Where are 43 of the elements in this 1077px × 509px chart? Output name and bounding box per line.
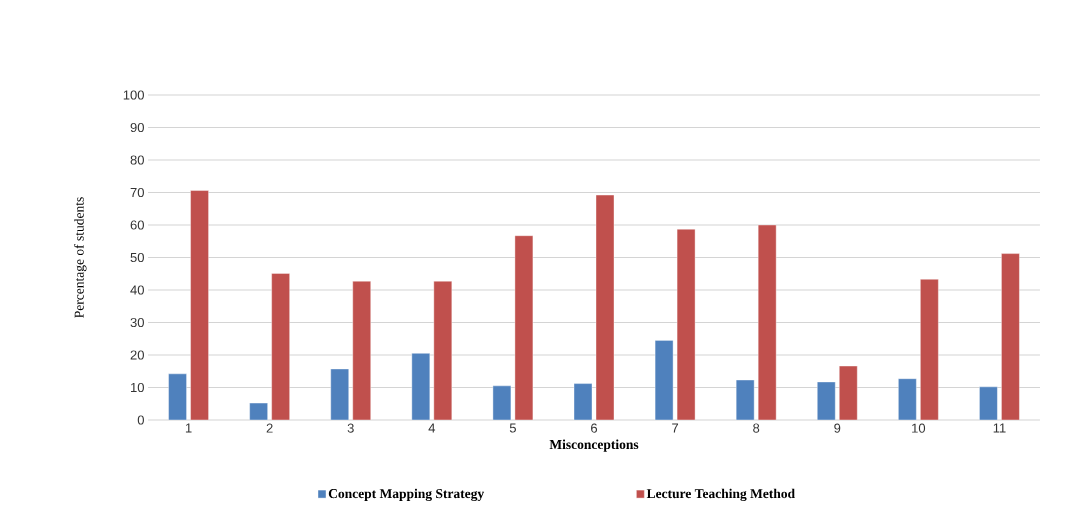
bar (757, 224, 777, 420)
x-tick-label: 5 (509, 423, 516, 433)
x-tick-label: 8 (753, 423, 760, 433)
x-tick-label: 1 (185, 423, 192, 433)
bar (352, 281, 371, 420)
bar (979, 386, 998, 420)
bar (271, 273, 290, 420)
y-tick-label: 40 (130, 285, 144, 295)
bar (898, 378, 917, 420)
bar (595, 194, 615, 420)
bar (1001, 253, 1020, 420)
legend-label: Lecture Teaching Method (646, 488, 795, 501)
y-tick-label: 80 (130, 155, 144, 165)
bar (411, 353, 431, 420)
y-tick-label: 90 (130, 122, 144, 133)
x-tick-label: 11 (993, 423, 1006, 433)
x-tick-label: 7 (672, 423, 679, 433)
y-tick-label: 10 (131, 382, 144, 393)
y-axis-title: Percentage of students (74, 197, 87, 318)
bar (330, 368, 349, 420)
x-tick-label: 10 (912, 423, 926, 433)
y-tick-label: 60 (130, 220, 144, 230)
bar (514, 235, 534, 420)
x-tick-label: 6 (591, 423, 598, 433)
bar (190, 190, 209, 420)
x-tick-label: 4 (428, 423, 436, 433)
bar (168, 373, 187, 420)
y-tick-label: 30 (130, 317, 144, 328)
bar (920, 279, 939, 420)
bar (433, 281, 453, 420)
y-tick-label: 50 (130, 252, 144, 263)
bar (676, 229, 696, 420)
legend-label: Concept Mapping Strategy (328, 488, 485, 501)
x-tick-label: 9 (834, 423, 841, 433)
y-tick-label: 0 (137, 415, 144, 425)
y-tick-label: 100 (123, 90, 144, 100)
bar (735, 379, 755, 420)
x-tick-label: 2 (266, 423, 273, 433)
x-axis-title: Misconceptions (549, 439, 639, 452)
y-tick-label: 70 (130, 187, 144, 198)
x-tick-label: 3 (347, 423, 354, 433)
y-tick-label: 20 (130, 350, 144, 360)
bar (839, 365, 858, 420)
